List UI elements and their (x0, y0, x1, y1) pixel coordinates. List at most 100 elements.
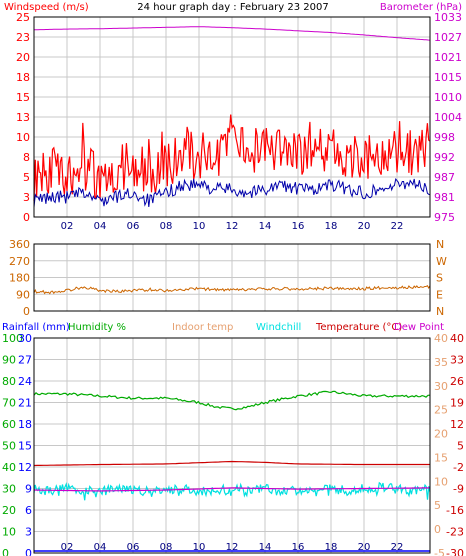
rainfall-tick-label: 27 (18, 354, 32, 367)
indoor-temp-tick-label: 15 (434, 451, 448, 464)
rainfall-tick-label: 9 (25, 483, 32, 496)
humidity-tick-label: 20 (2, 504, 16, 517)
temperature-tick-label: -9 (453, 483, 464, 496)
temperature-tick-label: -23 (446, 526, 464, 539)
windspeed-tick-label: 0 (23, 211, 30, 224)
series-dew-point (33, 487, 430, 492)
direction-tick-label: 0 (23, 305, 30, 318)
legend-windchill: Windchill (256, 322, 301, 333)
wind-barometer-panel: 25 1033 23 1027 20 1021 18 1015 15 1010 13 10 04 10 99… (16, 11, 462, 232)
temperature-tick-label: 40 (450, 332, 464, 345)
compass-tick-label: N (436, 238, 444, 251)
x-tick-label: 02 (61, 542, 74, 553)
series-barometer (33, 26, 431, 41)
windspeed-tick-label: 23 (16, 31, 30, 44)
temperature-tick-label: 33 (450, 354, 464, 367)
rainfall-tick-label: 6 (25, 504, 32, 517)
x-tick-label: 06 (127, 221, 140, 232)
barometer-tick-label: 981 (434, 191, 455, 204)
barometer-tick-label: 1015 (434, 71, 462, 84)
temperature-tick-label: -30 (446, 547, 464, 556)
windspeed-tick-label: 13 (16, 111, 30, 124)
temperature-tick-label: -2 (453, 461, 464, 474)
humidity-tick-label: 70 (2, 397, 16, 410)
rainfall-tick-label: 18 (18, 418, 32, 431)
legend-rainfall: Rainfall (mm) (2, 322, 70, 333)
legend-dew-point: Dew Point (394, 322, 444, 333)
indoor-temp-tick-label: 30 (434, 380, 448, 393)
humidity-tick-label: 30 (2, 483, 16, 496)
compass-tick-label: W (436, 255, 447, 268)
x-tick-label: 08 (160, 542, 173, 553)
series-wind-direction (33, 285, 431, 295)
temperature-tick-label: 5 (457, 440, 464, 453)
indoor-temp-tick-label: 35 (434, 356, 448, 369)
plot-frame (33, 243, 431, 312)
rainfall-tick-label: 24 (18, 375, 32, 388)
x-tick-label: 04 (94, 221, 107, 232)
x-tick-label: 04 (94, 542, 107, 553)
temperature-tick-label: 26 (450, 375, 464, 388)
barometer-tick-label: 1033 (434, 11, 462, 24)
series-windspeed (33, 114, 431, 202)
humidity-tick-label: 40 (2, 461, 16, 474)
barometer-axis-label: Barometer (hPa) (380, 2, 462, 13)
wind-direction-panel: 360 N 270 W 180 S 90 E 0 N (9, 238, 447, 318)
x-tick-label: 10 (193, 542, 206, 553)
windspeed-tick-label: 8 (23, 151, 30, 164)
rainfall-tick-label: 15 (18, 440, 32, 453)
series-windchill (33, 481, 431, 501)
x-tick-label: 18 (325, 542, 338, 553)
windspeed-tick-label: 15 (16, 91, 30, 104)
direction-tick-label: 180 (9, 272, 30, 285)
x-tick-label: 16 (292, 221, 305, 232)
plot-frame (33, 337, 431, 554)
direction-tick-label: 270 (9, 255, 30, 268)
windspeed-tick-label: 5 (23, 171, 30, 184)
legend-temperature: Temperature (°C) (315, 322, 402, 333)
x-tick-label: 20 (358, 221, 371, 232)
x-tick-label: 12 (226, 542, 239, 553)
indoor-temp-tick-label: 0 (434, 523, 441, 536)
rainfall-tick-label: 30 (18, 332, 32, 345)
temperature-tick-label: -16 (446, 504, 464, 517)
windspeed-tick-label: 10 (16, 131, 30, 144)
x-tick-label: 12 (226, 221, 239, 232)
humidity-tick-label: 60 (2, 418, 16, 431)
humidity-tick-label: 90 (2, 354, 16, 367)
indoor-temp-tick-label: -5 (434, 547, 445, 556)
direction-tick-label: 90 (16, 288, 30, 301)
windspeed-tick-label: 3 (23, 191, 30, 204)
series-temperature (33, 460, 430, 467)
windspeed-tick-label: 18 (16, 71, 30, 84)
graph-title: 24 hour graph day : February 23 2007 (137, 2, 328, 13)
compass-tick-label: N (436, 305, 444, 318)
x-tick-label: 22 (391, 221, 404, 232)
barometer-tick-label: 992 (434, 151, 455, 164)
x-tick-label: 06 (127, 542, 140, 553)
indoor-temp-tick-label: 20 (434, 428, 448, 441)
indoor-temp-tick-label: 10 (434, 475, 448, 488)
x-tick-label: 14 (259, 221, 272, 232)
indoor-temp-tick-label: 40 (434, 332, 448, 345)
barometer-tick-label: 987 (434, 171, 455, 184)
barometer-tick-label: 1010 (434, 91, 462, 104)
indoor-temp-tick-label: 25 (434, 404, 448, 417)
rainfall-tick-label: 3 (25, 526, 32, 539)
windspeed-tick-label: 25 (16, 11, 30, 24)
windspeed-axis-label: Windspeed (m/s) (4, 2, 89, 13)
indoor-temp-tick-label: 5 (434, 499, 441, 512)
barometer-tick-label: 1027 (434, 31, 462, 44)
x-tick-label: 10 (193, 221, 206, 232)
x-tick-label: 20 (358, 542, 371, 553)
compass-tick-label: E (436, 288, 443, 301)
x-tick-label: 08 (160, 221, 173, 232)
legend-indoor-temp: Indoor temp (172, 322, 233, 333)
barometer-tick-label: 1021 (434, 51, 462, 64)
barometer-tick-label: 998 (434, 131, 455, 144)
rainfall-tick-label: 21 (18, 397, 32, 410)
series-windspeed-average (33, 177, 431, 208)
direction-tick-label: 360 (9, 238, 30, 251)
